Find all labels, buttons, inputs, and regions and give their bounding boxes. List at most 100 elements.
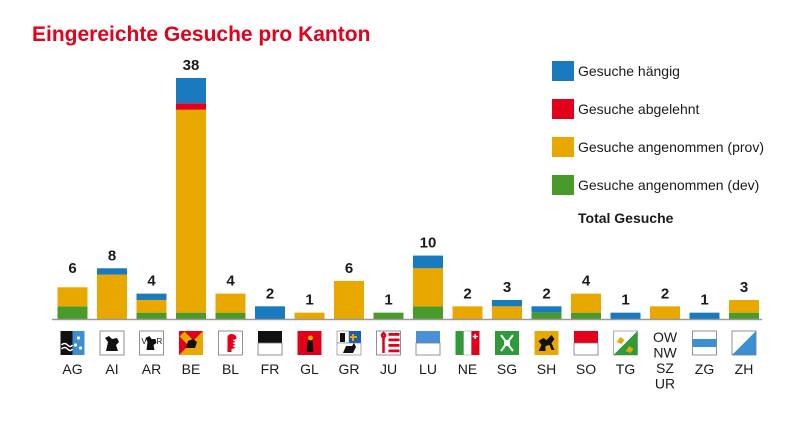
category-label: UR [655, 376, 675, 392]
legend-total-label: Total Gesuche [578, 210, 674, 226]
total-label: 3 [740, 279, 748, 296]
total-label: 6 [345, 260, 353, 277]
flag-gr-icon [336, 330, 362, 356]
bar-lu-s3 [413, 255, 443, 269]
bar-fr-s3 [255, 306, 285, 319]
bar-tg-s3 [610, 312, 641, 319]
legend-swatch [552, 137, 574, 157]
bar-gl-s1 [294, 312, 325, 319]
total-label: 2 [463, 285, 471, 302]
total-label: 2 [542, 285, 550, 302]
total-label: 4 [147, 273, 156, 290]
bar-ai-s1 [97, 274, 127, 319]
bar-so-s1 [571, 293, 601, 313]
legend-swatch [552, 175, 574, 195]
legend-label: Gesuche angenommen (dev) [578, 177, 759, 193]
total-label: 2 [266, 285, 274, 302]
category-label: NW [653, 345, 677, 361]
category-label: SG [497, 361, 517, 377]
legend: Gesuche hängig Gesuche abgelehnt Gesuche a… [552, 61, 764, 226]
flag-gl-icon [297, 331, 322, 355]
category-label: AR [142, 361, 161, 377]
flag-ju-icon [376, 330, 401, 356]
category-label: JU [380, 361, 397, 377]
bar-ag-s1 [57, 287, 88, 307]
bar-sh-s0 [531, 312, 562, 319]
bar-be-s3 [176, 78, 206, 104]
total-label: 1 [621, 292, 629, 309]
flag-lu-icon [415, 331, 441, 356]
svg-text:R: R [157, 337, 163, 346]
legend-swatch [552, 61, 574, 81]
bar-lu-s0 [413, 306, 443, 319]
category-label: SH [537, 361, 556, 377]
chart-title: Eingereichte Gesuche pro Kanton [32, 23, 370, 46]
bar-lu-s1 [413, 268, 443, 307]
total-label: 8 [108, 247, 116, 264]
category-label: GR [339, 361, 360, 377]
total-label: 10 [420, 235, 437, 252]
bars-group [57, 78, 759, 319]
category-label: SO [576, 361, 596, 377]
bar-ar-s3 [136, 293, 167, 300]
legend-swatch [552, 99, 574, 119]
total-label: 38 [183, 57, 200, 74]
bar-ai-s3 [97, 268, 127, 275]
flag-ag-icon [60, 331, 85, 355]
total-label: 1 [384, 292, 392, 309]
bar-so-s0 [571, 312, 601, 319]
bar-ar-s0 [136, 312, 167, 319]
flag-tg-icon [613, 330, 638, 356]
bar-sg-s3 [492, 299, 522, 307]
category-label: ZG [695, 361, 714, 377]
bar-ag-s0 [57, 306, 88, 319]
bar-ne-s1 [452, 306, 483, 319]
total-label: 4 [226, 273, 235, 290]
category-label: TG [616, 361, 635, 377]
legend-label: Gesuche abgelehnt [578, 101, 700, 117]
flag-zh-icon [731, 330, 757, 356]
total-label: 6 [68, 260, 76, 277]
category-label: BL [222, 361, 239, 377]
bar-zh-s0 [729, 312, 759, 319]
legend-label: Gesuche hängig [578, 63, 680, 79]
total-label: 3 [503, 279, 511, 296]
bar-be-s0 [176, 312, 206, 319]
total-label: 1 [305, 292, 313, 309]
flag-so-icon [573, 331, 599, 356]
bar-be-s1 [176, 109, 206, 313]
flag-zg-icon [692, 330, 717, 356]
bar-bl-s1 [215, 293, 246, 313]
bar-zh-s1 [729, 299, 759, 313]
flag-ne-icon [455, 330, 480, 356]
bar-ju-s0 [373, 312, 404, 319]
svg-text:V: V [142, 337, 148, 346]
category-label: NE [458, 361, 477, 377]
flag-ai-icon [99, 330, 125, 356]
bar-zg-s3 [689, 312, 720, 319]
category-label: AI [105, 361, 118, 377]
total-label: 4 [582, 273, 591, 290]
flag-sg-icon [495, 331, 519, 355]
category-label: GL [300, 361, 319, 377]
category-label: FR [261, 361, 280, 377]
flag-fr-icon [257, 331, 283, 356]
category-label: ZH [735, 361, 754, 377]
total-label: 2 [661, 285, 669, 302]
category-label: BE [182, 361, 201, 377]
flag-sh-icon [534, 331, 559, 355]
bar-gr-s1 [334, 280, 364, 319]
flag-be-icon [179, 331, 203, 355]
legend-label: Gesuche angenommen (prov) [578, 139, 764, 155]
bar-bl-s0 [215, 312, 246, 319]
bar-sg-s1 [492, 306, 522, 319]
category-label: OW [653, 329, 678, 345]
totals-group: 6 8 4 38 4 2 1 6 1 10 2 3 2 4 1 2 1 3 [68, 57, 748, 309]
category-label: SZ [656, 360, 674, 376]
bar-ow-nw-sz-ur-s1 [650, 306, 680, 319]
bar-ar-s1 [136, 299, 167, 313]
